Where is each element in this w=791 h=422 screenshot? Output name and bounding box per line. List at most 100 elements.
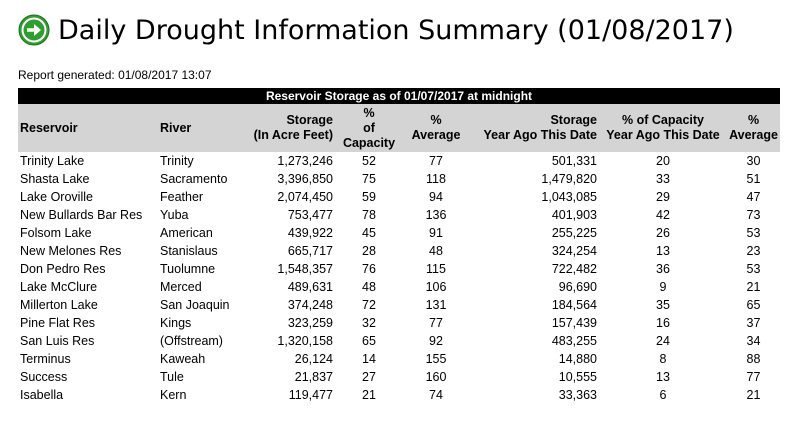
- cell-ya-storage: 96,690: [558, 280, 597, 294]
- cell-storage: 21,837: [294, 370, 333, 384]
- cell-ya-capacity: 29: [656, 190, 670, 204]
- cell-river: Stanislaus: [160, 244, 218, 258]
- header-year-ago-storage: Storage Year Ago This Date: [483, 113, 597, 142]
- table-row: Success Tule 21,837 27 160 10,555 13 77: [18, 368, 780, 386]
- cell-ya-storage: 14,880: [558, 352, 597, 366]
- cell-pct-average: 77: [429, 316, 443, 330]
- cell-ya-average: 30: [746, 154, 761, 168]
- cell-river: Sacramento: [160, 172, 228, 186]
- cell-ya-storage: 501,331: [551, 154, 597, 168]
- cell-pct-average: 106: [425, 280, 447, 294]
- cell-pct-average: 48: [429, 244, 443, 258]
- cell-river: Feather: [160, 190, 204, 204]
- header-pct-capacity: % of Capacity: [342, 105, 396, 150]
- cell-pct-capacity: 72: [362, 298, 376, 312]
- table-row: Millerton Lake San Joaquin 374,248 72 131 184…: [18, 296, 780, 314]
- cell-pct-capacity: 21: [362, 388, 376, 402]
- table-row: New Melones Res Stanislaus 665,717 28 48 324,…: [18, 242, 780, 260]
- cell-pct-average: 136: [425, 208, 447, 222]
- cell-pct-capacity: 65: [362, 334, 376, 348]
- cell-storage: 439,922: [287, 226, 333, 240]
- cell-pct-average: 131: [425, 298, 447, 312]
- table-title-band: Reservoir Storage as of 01/07/2017 at mi…: [18, 88, 780, 104]
- table-row: Isabella Kern 119,477 21 74 33,363 6 21: [18, 386, 780, 404]
- cell-pct-capacity: 52: [362, 154, 376, 168]
- cell-ya-average: 21: [746, 280, 761, 294]
- cell-storage: 1,548,357: [277, 262, 333, 276]
- cell-ya-capacity: 36: [656, 262, 670, 276]
- cell-pct-capacity: 27: [362, 370, 376, 384]
- cell-ya-capacity: 20: [656, 154, 670, 168]
- cell-ya-average: 34: [746, 334, 761, 348]
- cell-storage: 1,273,246: [277, 154, 333, 168]
- cell-river: (Offstream): [160, 334, 223, 348]
- cell-storage: 753,477: [287, 208, 333, 222]
- header-year-ago-capacity: % of Capacity Year Ago This Date: [606, 113, 720, 142]
- page-title: Daily Drought Information Summary (01/08…: [58, 14, 734, 46]
- cell-reservoir: Lake McClure: [20, 280, 98, 294]
- table-row: New Bullards Bar Res Yuba 753,477 78 136 401,…: [18, 206, 780, 224]
- cell-storage: 374,248: [287, 298, 333, 312]
- cell-ya-storage: 722,482: [551, 262, 597, 276]
- cell-reservoir: New Bullards Bar Res: [20, 208, 143, 222]
- cell-reservoir: Millerton Lake: [20, 298, 98, 312]
- cell-ya-storage: 10,555: [558, 370, 597, 384]
- cell-ya-capacity: 9: [659, 280, 667, 294]
- cell-ya-storage: 184,564: [551, 298, 597, 312]
- table-row: Lake Oroville Feather 2,074,450 59 94 1,043,0…: [18, 188, 780, 206]
- cell-river: Kings: [160, 316, 192, 330]
- cell-ya-average: 51: [746, 172, 761, 186]
- cell-ya-storage: 33,363: [558, 388, 597, 402]
- cell-pct-average: 74: [429, 388, 443, 402]
- cell-river: Kaweah: [160, 352, 206, 366]
- cell-reservoir: San Luis Res: [20, 334, 95, 348]
- cell-ya-capacity: 13: [656, 244, 670, 258]
- cell-ya-average: 88: [746, 352, 761, 366]
- cell-ya-storage: 157,439: [551, 316, 597, 330]
- cell-reservoir: Trinity Lake: [20, 154, 85, 168]
- cell-ya-storage: 483,255: [551, 334, 597, 348]
- cell-river: American: [160, 226, 213, 240]
- cell-river: Yuba: [160, 208, 189, 222]
- cell-ya-capacity: 8: [659, 352, 667, 366]
- cell-pct-capacity: 59: [362, 190, 376, 204]
- cell-river: San Joaquin: [160, 298, 230, 312]
- table-row: Terminus Kaweah 26,124 14 155 14,880 8 88: [18, 350, 780, 368]
- cell-pct-capacity: 75: [362, 172, 376, 186]
- cell-river: Kern: [160, 388, 187, 402]
- cell-storage: 323,259: [287, 316, 333, 330]
- cell-pct-capacity: 14: [362, 352, 376, 366]
- cell-pct-average: 160: [425, 370, 447, 384]
- cell-river: Trinity: [160, 154, 194, 168]
- cell-ya-capacity: 13: [656, 370, 670, 384]
- cell-ya-capacity: 16: [656, 316, 670, 330]
- cell-reservoir: Isabella: [20, 388, 64, 402]
- green-arrow-circle-icon[interactable]: [18, 14, 50, 46]
- cell-reservoir: Lake Oroville: [20, 190, 93, 204]
- cell-reservoir: Pine Flat Res: [20, 316, 96, 330]
- cell-pct-capacity: 32: [362, 316, 376, 330]
- cell-reservoir: Folsom Lake: [20, 226, 92, 240]
- table-row: Lake McClure Merced 489,631 48 106 96,690 9 21: [18, 278, 780, 296]
- cell-ya-storage: 1,043,085: [541, 190, 597, 204]
- cell-storage: 1,320,158: [277, 334, 333, 348]
- cell-ya-storage: 401,903: [551, 208, 597, 222]
- page-header: Daily Drought Information Summary (01/08…: [18, 14, 734, 46]
- table-row: Don Pedro Res Tuolumne 1,548,357 76 115 722,4…: [18, 260, 780, 278]
- cell-ya-storage: 1,479,820: [541, 172, 597, 186]
- cell-river: Tuolumne: [160, 262, 216, 276]
- cell-storage: 119,477: [288, 388, 333, 402]
- cell-ya-capacity: 33: [656, 172, 670, 186]
- cell-storage: 3,396,850: [277, 172, 333, 186]
- header-reservoir: Reservoir: [20, 120, 78, 135]
- cell-ya-average: 77: [746, 370, 761, 384]
- cell-reservoir: New Melones Res: [20, 244, 122, 258]
- cell-pct-average: 155: [425, 352, 447, 366]
- cell-pct-average: 115: [426, 262, 446, 276]
- cell-pct-average: 94: [429, 190, 443, 204]
- cell-ya-average: 53: [746, 262, 761, 276]
- table-row: Trinity Lake Trinity 1,273,246 52 77 501,331 2…: [18, 152, 780, 170]
- table-row: San Luis Res (Offstream) 1,320,158 65 92 483,…: [18, 332, 780, 350]
- cell-ya-average: 65: [746, 298, 761, 312]
- cell-river: Merced: [160, 280, 202, 294]
